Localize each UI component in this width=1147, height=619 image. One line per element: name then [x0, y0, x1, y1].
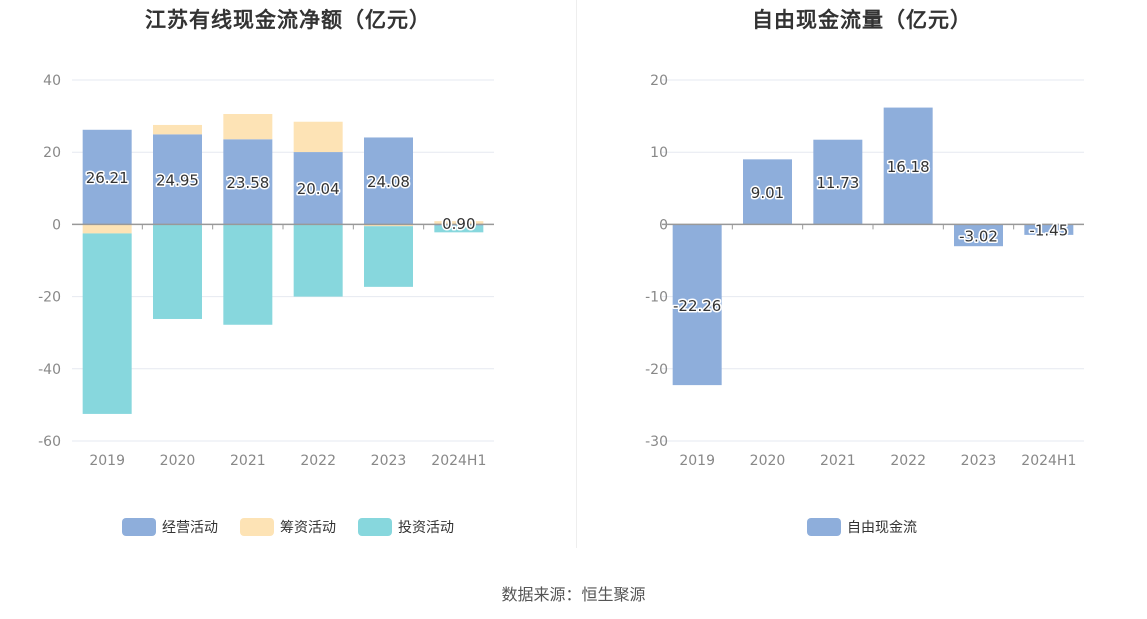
legend-item[interactable]: 投资活动 — [358, 517, 454, 537]
bar-筹资活动-2021 — [223, 114, 273, 140]
data-label: 16.18 — [887, 158, 930, 176]
data-label: 0.90 — [442, 215, 475, 233]
bar-筹资活动-2019 — [82, 224, 132, 234]
legend-item[interactable]: 经营活动 — [122, 517, 218, 537]
x-tick-label: 2020 — [160, 453, 196, 469]
x-tick-label: 2019 — [89, 453, 125, 469]
bar-经营活动-2021 — [223, 139, 273, 225]
chart-legend: 自由现金流 — [577, 517, 1147, 537]
data-label: 9.01 — [751, 184, 784, 202]
y-tick-label: 10 — [650, 145, 668, 161]
y-tick-label: 20 — [650, 73, 668, 89]
bar-自由现金流-2023 — [954, 224, 1003, 247]
y-tick-label: 20 — [43, 145, 61, 161]
data-label: 24.08 — [367, 173, 410, 191]
y-tick-label: 0 — [52, 217, 61, 233]
bar-筹资活动-2024H1 — [434, 221, 484, 225]
free-cash-flow-chart: 20 10 0 -10 -20 -30 2019 2020 2021 2022 2023 2024H1… — [645, 73, 1084, 469]
x-tick-label: 2024H1 — [1021, 453, 1076, 469]
cash-flow-chart-panel: 江苏有线现金流净额（亿元） 40 20 0 -20 -40 -60 2019 2020 2021… — [0, 0, 576, 560]
bar-投资活动-2023 — [364, 226, 413, 287]
y-tick-label: -60 — [38, 434, 61, 450]
y-tick-label: -10 — [645, 290, 668, 306]
data-label: 23.58 — [226, 174, 269, 192]
x-tick-label: 2024H1 — [431, 453, 486, 469]
x-tick-label: 2021 — [820, 453, 856, 469]
bar-投资活动-2019 — [82, 233, 132, 414]
bar-自由现金流-2021 — [813, 139, 863, 225]
y-tick-label: -30 — [645, 434, 668, 450]
y-tick-label: -40 — [38, 362, 61, 378]
bar-自由现金流-2019 — [672, 224, 722, 386]
x-tick-label: 2021 — [230, 453, 266, 469]
bar-经营活动-2020 — [153, 134, 202, 225]
legend-swatch — [358, 518, 392, 536]
bar-自由现金流-2024H1 — [1024, 224, 1074, 235]
legend-label: 经营活动 — [162, 520, 218, 536]
x-tick-label: 2020 — [750, 453, 786, 469]
data-label: -1.45 — [1029, 222, 1068, 240]
legend-label: 筹资活动 — [280, 520, 336, 536]
data-label: -22.26 — [673, 297, 721, 315]
legend-label: 投资活动 — [398, 520, 454, 536]
data-label: 24.95 — [156, 171, 199, 189]
y-tick-label: -20 — [38, 290, 61, 306]
bar-筹资活动-2020 — [153, 124, 202, 135]
data-label: 20.04 — [297, 180, 340, 198]
bar-筹资活动-2023 — [364, 224, 413, 227]
y-tick-label: 40 — [43, 73, 61, 89]
x-tick-label: 2022 — [890, 453, 926, 469]
bar-经营活动-2019 — [82, 129, 132, 225]
legend-label: 自由现金流 — [847, 520, 917, 536]
panel-divider — [576, 0, 577, 548]
y-tick-label: -20 — [645, 362, 668, 378]
bar-自由现金流-2022 — [883, 107, 933, 225]
bar-自由现金流-2020 — [743, 159, 792, 225]
legend-swatch — [122, 518, 156, 536]
x-tick-label: 2022 — [300, 453, 336, 469]
chart-legend: 经营活动 筹资活动 投资活动 — [0, 517, 576, 537]
legend-swatch — [807, 518, 841, 536]
legend-swatch — [240, 518, 274, 536]
data-label: -3.02 — [959, 227, 998, 245]
x-tick-label: 2019 — [679, 453, 715, 469]
bar-投资活动-2021 — [223, 224, 273, 325]
y-tick-label: 0 — [659, 217, 668, 233]
data-label: 26.21 — [86, 169, 129, 187]
x-tick-label: 2023 — [961, 453, 997, 469]
bar-投资活动-2022 — [293, 224, 343, 297]
data-label: 11.73 — [816, 174, 859, 192]
free-cash-flow-chart-panel: 自由现金流量（亿元） 20 10 0 -10 -20 -30 2019 2020 2021 202… — [577, 0, 1147, 560]
bar-筹资活动-2022 — [293, 121, 343, 153]
cash-flow-chart: 40 20 0 -20 -40 -60 2019 2020 2021 2022 2023 2024H1… — [38, 73, 494, 469]
chart-title: 自由现金流量（亿元） — [752, 8, 972, 32]
legend-item[interactable]: 筹资活动 — [240, 517, 336, 537]
x-tick-label: 2023 — [371, 453, 407, 469]
data-source: 数据来源：恒生聚源 — [501, 585, 646, 604]
chart-title: 江苏有线现金流净额（亿元） — [145, 8, 431, 32]
bar-投资活动-2024H1 — [434, 225, 484, 233]
legend-item[interactable]: 自由现金流 — [807, 517, 917, 537]
bar-经营活动-2022 — [293, 152, 343, 225]
bar-经营活动-2023 — [364, 137, 413, 225]
bar-投资活动-2020 — [153, 224, 202, 319]
